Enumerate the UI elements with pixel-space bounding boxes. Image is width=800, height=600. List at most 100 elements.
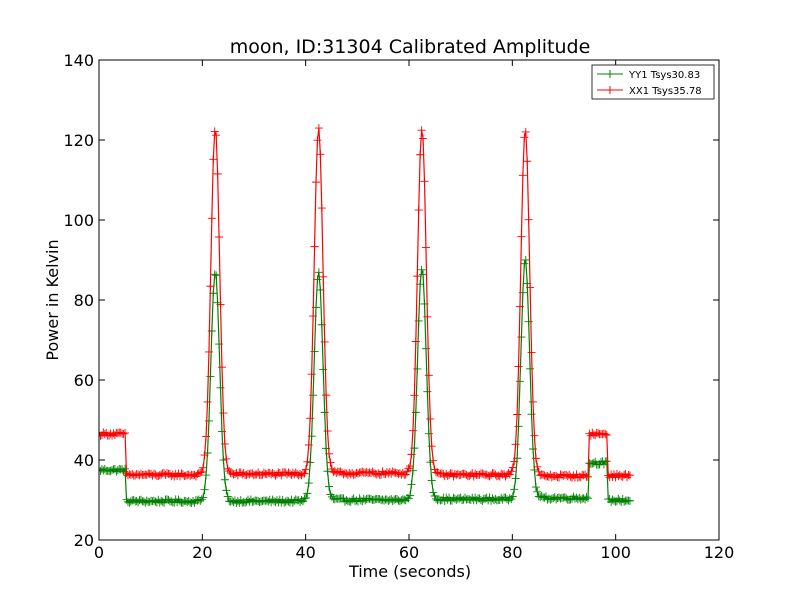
data-point-marker — [520, 133, 529, 142]
data-point-marker — [524, 215, 533, 224]
data-point-marker — [203, 397, 212, 406]
data-point-marker — [196, 468, 205, 477]
x-axis: 0 20 40 60 80 100 120 — [94, 60, 734, 562]
data-point-marker — [306, 414, 315, 423]
data-point-marker — [510, 485, 519, 494]
data-point-marker — [429, 456, 438, 465]
data-point-marker — [322, 391, 331, 400]
data-point-marker — [316, 150, 325, 159]
chart-title: moon, ID:31304 Calibrated Amplitude — [230, 36, 591, 58]
data-point-marker — [531, 454, 540, 463]
data-point-marker — [212, 131, 221, 140]
data-point-marker — [220, 475, 229, 484]
data-point-marker — [513, 410, 522, 419]
data-point-marker — [223, 492, 232, 501]
data-point-marker — [209, 155, 218, 164]
data-point-marker — [406, 491, 415, 500]
data-point-marker — [325, 482, 334, 491]
data-point-marker — [320, 337, 329, 346]
data-point-marker — [303, 489, 312, 498]
data-point-marker — [207, 214, 216, 223]
data-point-marker — [314, 268, 323, 277]
data-point-marker — [510, 457, 519, 466]
data-point-marker — [407, 480, 416, 489]
legend-marker-yy1 — [606, 70, 614, 78]
data-point-marker — [523, 157, 532, 166]
data-point-marker — [217, 363, 226, 372]
data-point-marker — [527, 410, 536, 419]
data-point-marker — [505, 470, 514, 479]
y-tick-label: 140 — [63, 51, 94, 70]
data-point-marker — [423, 312, 432, 321]
data-point-marker — [410, 391, 419, 400]
data-point-marker — [601, 430, 610, 439]
y-tick-label: 120 — [63, 131, 94, 150]
data-point-marker — [533, 487, 542, 496]
legend-box — [591, 64, 715, 100]
data-point-marker — [427, 476, 436, 485]
data-point-marker — [508, 463, 517, 472]
data-point-marker — [529, 397, 537, 406]
data-point-marker — [413, 272, 422, 281]
series-xx1 — [99, 124, 634, 482]
data-point-marker — [417, 126, 426, 135]
data-point-marker — [313, 275, 322, 284]
data-point-marker — [222, 454, 231, 463]
data-point-marker — [210, 127, 219, 136]
x-tick-label: 80 — [502, 543, 522, 562]
data-point-marker — [602, 431, 611, 440]
data-point-marker — [199, 463, 208, 472]
data-point-marker — [312, 178, 320, 187]
data-point-marker — [511, 440, 520, 449]
x-tick-label: 120 — [704, 543, 735, 562]
data-point-marker — [408, 426, 417, 435]
data-point-marker — [419, 134, 428, 143]
data-point-marker — [326, 458, 335, 467]
data-point-marker — [307, 370, 316, 379]
data-point-marker — [206, 282, 215, 291]
data-point-marker — [531, 483, 540, 492]
data-point-marker — [219, 409, 228, 418]
data-point-marker — [583, 472, 592, 481]
series-yy1 — [99, 255, 634, 507]
data-point-marker — [323, 427, 332, 436]
data-point-marker — [421, 243, 430, 252]
data-point-marker — [121, 428, 130, 437]
y-tick-label: 80 — [74, 291, 94, 310]
y-tick-label: 40 — [74, 451, 94, 470]
data-point-marker — [407, 450, 416, 459]
data-point-marker — [526, 283, 535, 292]
data-point-marker — [521, 255, 530, 264]
legend: YY1 Tsys30.83 XX1 Tsys35.78 — [591, 64, 715, 100]
data-point-marker — [514, 362, 523, 371]
y-axis-label: Power in Kelvin — [43, 239, 62, 360]
data-point-marker — [417, 265, 426, 274]
data-point-marker — [403, 467, 412, 476]
data-point-marker — [526, 364, 535, 373]
data-point-marker — [408, 466, 417, 475]
data-point-marker — [204, 347, 213, 356]
data-point-marker — [325, 449, 334, 458]
data-point-marker — [507, 467, 516, 476]
data-point-marker — [301, 465, 310, 474]
x-tick-label: 20 — [192, 543, 212, 562]
data-point-marker — [200, 485, 209, 494]
data-point-marker — [319, 272, 328, 281]
data-point-marker — [313, 136, 322, 145]
series-layer — [99, 124, 634, 507]
x-tick-label: 100 — [600, 543, 631, 562]
data-point-marker — [212, 271, 221, 280]
data-point-marker — [202, 432, 211, 441]
data-point-marker — [197, 495, 206, 504]
data-point-marker — [533, 462, 542, 471]
data-point-marker — [411, 337, 420, 346]
data-point-marker — [424, 371, 433, 380]
data-point-marker — [583, 494, 592, 503]
data-point-marker — [220, 439, 229, 448]
x-axis-label: Time (seconds) — [348, 562, 471, 581]
data-point-marker — [300, 494, 309, 503]
legend-label-xx1: XX1 Tsys35.78 — [629, 86, 702, 97]
data-point-marker — [527, 348, 536, 357]
data-point-marker — [310, 242, 319, 251]
